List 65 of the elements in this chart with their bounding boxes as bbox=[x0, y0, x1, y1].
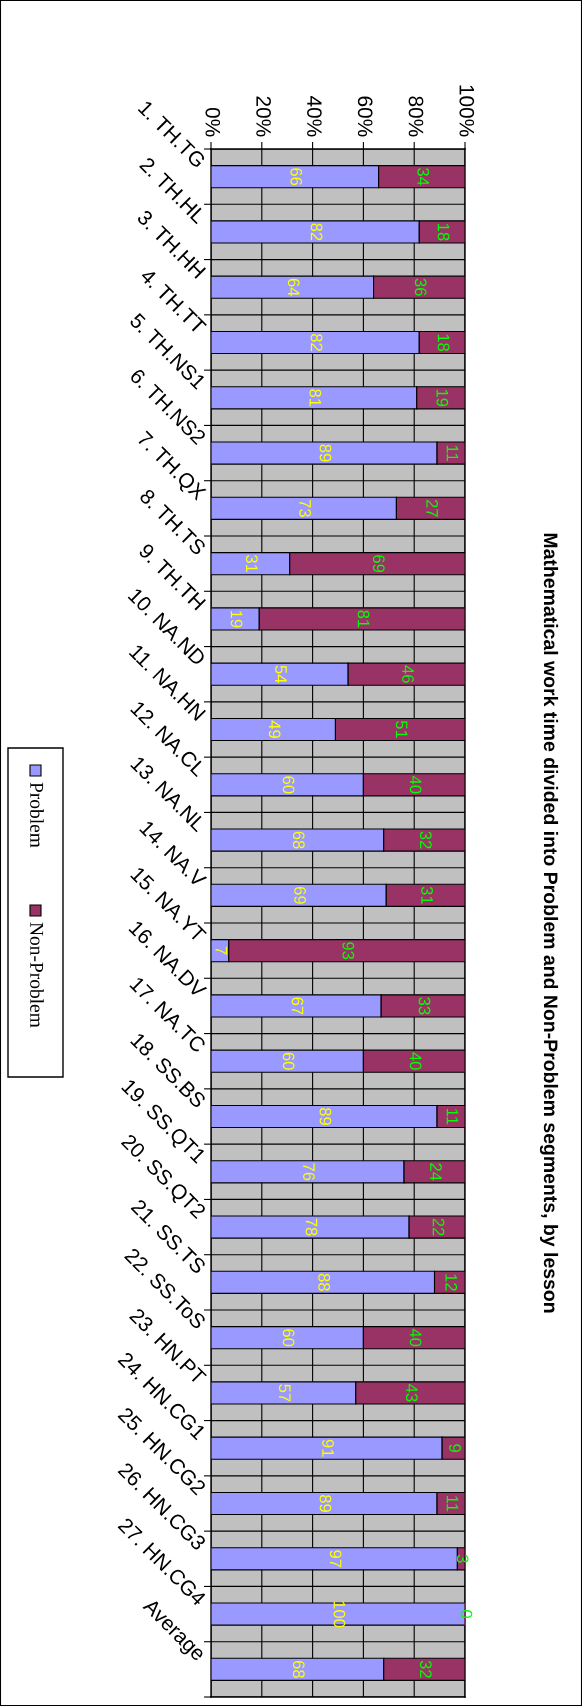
data-label: 49 bbox=[268, 720, 281, 738]
legend-label: Problem bbox=[30, 782, 44, 848]
data-label: 68 bbox=[292, 831, 305, 849]
data-label: 81 bbox=[357, 610, 370, 628]
data-label: 27 bbox=[426, 499, 439, 517]
data-label: 64 bbox=[287, 278, 300, 296]
data-label: 31 bbox=[245, 555, 258, 573]
data-label: 18 bbox=[437, 334, 450, 352]
data-label: 19 bbox=[230, 610, 243, 628]
data-label: 12 bbox=[445, 1274, 458, 1291]
data-label: 7 bbox=[215, 946, 228, 955]
data-label: 89 bbox=[319, 1107, 332, 1125]
data-label: 18 bbox=[437, 223, 450, 241]
data-label: 32 bbox=[419, 831, 432, 849]
data-label: 60 bbox=[282, 776, 295, 794]
data-label: 60 bbox=[282, 1052, 295, 1070]
x-tick-label: 80% bbox=[408, 96, 424, 137]
data-label: 100 bbox=[333, 1601, 346, 1628]
x-tick-label: 60% bbox=[357, 96, 373, 137]
data-label: 11 bbox=[446, 1496, 459, 1512]
x-tick-label: 0% bbox=[205, 107, 221, 137]
data-label: 57 bbox=[278, 1384, 291, 1402]
text: Mathematical work time divided into Problem and Non-Problem segments, by lesson bbox=[539, 533, 559, 1313]
data-label: 36 bbox=[414, 278, 427, 296]
data-label: 69 bbox=[294, 886, 306, 904]
data-label: 82 bbox=[310, 333, 323, 351]
data-label: 19 bbox=[436, 389, 449, 407]
data-label: 0 bbox=[460, 1610, 473, 1619]
data-label: 82 bbox=[310, 223, 323, 241]
data-label: 32 bbox=[419, 1660, 432, 1678]
data-label: 51 bbox=[395, 720, 408, 738]
x-tick-label: 20% bbox=[256, 96, 271, 137]
data-label: 73 bbox=[299, 499, 312, 517]
x-tick-label: 40% bbox=[307, 95, 322, 137]
data-label: 97 bbox=[329, 1550, 342, 1568]
data-label: 11 bbox=[446, 1109, 459, 1125]
data-label: 54 bbox=[275, 665, 287, 683]
data-label: 91 bbox=[322, 1439, 334, 1457]
data-label: 89 bbox=[319, 1494, 332, 1512]
data-label: 88 bbox=[318, 1273, 331, 1291]
data-label: 34 bbox=[417, 168, 430, 186]
data-label: 31 bbox=[421, 886, 433, 904]
data-label: 40 bbox=[409, 1052, 422, 1070]
data-label: 93 bbox=[342, 942, 355, 960]
data-label: 89 bbox=[319, 444, 332, 462]
data-label: 22 bbox=[432, 1218, 445, 1236]
data-label: 69 bbox=[372, 555, 385, 573]
data-label: 67 bbox=[291, 997, 304, 1015]
data-label: 76 bbox=[303, 1163, 315, 1181]
data-label: 46 bbox=[402, 665, 414, 683]
data-label: 3 bbox=[456, 1554, 469, 1563]
data-label: 81 bbox=[309, 389, 322, 407]
data-label: 66 bbox=[290, 168, 303, 186]
data-label: 40 bbox=[409, 775, 422, 794]
data-label: 43 bbox=[405, 1384, 418, 1402]
data-label: 11 bbox=[446, 445, 459, 461]
data-label: 40 bbox=[409, 1328, 422, 1347]
data-label: 60 bbox=[282, 1329, 295, 1347]
legend-label: Non-Problem bbox=[30, 922, 44, 1028]
data-label: 24 bbox=[430, 1163, 442, 1181]
x-tick-label: 100% bbox=[459, 85, 475, 137]
data-label: 68 bbox=[292, 1660, 305, 1678]
data-label: 33 bbox=[418, 997, 431, 1015]
data-label: 78 bbox=[305, 1218, 318, 1236]
data-label: 9 bbox=[449, 1444, 461, 1453]
